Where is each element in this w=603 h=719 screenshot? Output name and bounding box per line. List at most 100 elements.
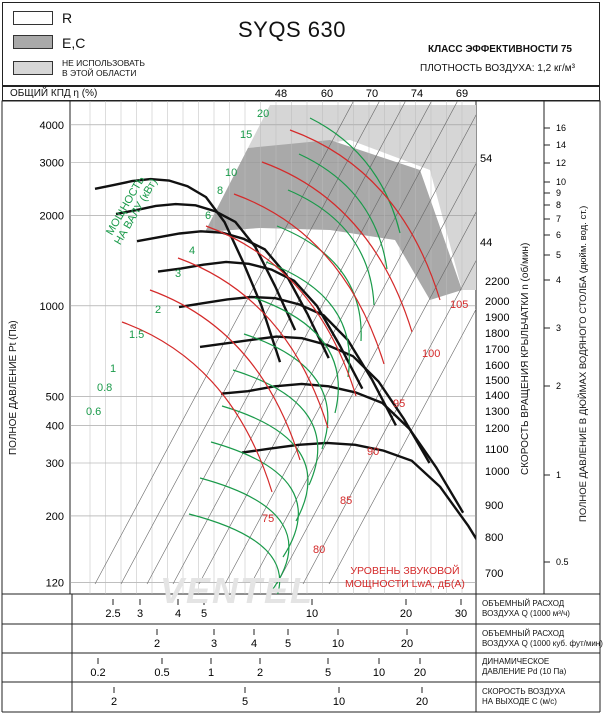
- fan-curve: [178, 295, 397, 426]
- scale-tick: 4: [175, 608, 181, 620]
- efficiency-tick: 69: [456, 88, 468, 100]
- power-label: 0.6: [86, 406, 101, 418]
- scale-tick: 20: [401, 638, 413, 650]
- inch-tick: 10: [556, 177, 566, 187]
- system-line: [198, 101, 458, 585]
- y-tick-label: 2000: [40, 210, 64, 222]
- scale-tick: 2.5: [105, 608, 120, 620]
- watermark-logo: VENTEL: [160, 570, 315, 611]
- inch-tick: 0.5: [556, 557, 569, 567]
- efficiency-axis-label: ОБЩИЙ КПД η (%): [10, 88, 98, 99]
- power-label: 0.8: [97, 382, 112, 394]
- system-line: [276, 211, 476, 585]
- sound-axis-label: УРОВЕНЬ ЗВУКОВОЙ МОЩНОСТИ LwA, дБ(A): [345, 565, 465, 590]
- legend-label-ec: E,C: [62, 35, 86, 51]
- legend-swatch-do-not-use: [13, 61, 53, 75]
- y-tick-label: 200: [46, 511, 64, 523]
- speed-tick: 1400: [485, 390, 509, 402]
- inch-axis-label: ПОЛНОЕ ДАВЛЕНИЕ В ДЮЙМАХ ВОДЯНОГО СТОЛБА…: [578, 205, 589, 522]
- sound-curve: [149, 289, 301, 461]
- power-label: 8: [217, 185, 223, 197]
- speed-tick: 1500: [485, 375, 509, 387]
- scale-tick: 10: [332, 638, 344, 650]
- scale-tick: 5: [201, 608, 207, 620]
- sound-curve: [121, 321, 273, 493]
- sound-label: 85: [340, 495, 352, 507]
- legend-swatch-r: [13, 11, 53, 25]
- speed-tick: 1300: [485, 406, 509, 418]
- fan-curve: [94, 177, 282, 363]
- efficiency-side-tick: 54: [480, 153, 492, 165]
- system-line: [302, 260, 476, 585]
- scale-tick: 1: [208, 667, 214, 679]
- sound-label: 95: [393, 398, 405, 410]
- inch-tick: 8: [556, 200, 561, 210]
- scale-label-flow-m3h: ОБЪЕМНЫЙ РАСХОД ВОЗДУХА Q (1000 м³/ч): [482, 599, 570, 618]
- speed-tick: 900: [485, 500, 503, 512]
- power-curve: [298, 153, 388, 270]
- inch-tick: 16: [556, 123, 566, 133]
- power-curve: [276, 225, 362, 342]
- legend-label-do-not-use: НЕ ИСПОЛЬЗОВАТЬ В ЭТОЙ ОБЛАСТИ: [62, 58, 145, 78]
- sound-curve: [261, 161, 413, 333]
- speed-axis-label: СКОРОСТЬ ВРАЩЕНИЯ КРЫЛЬЧАТКИ n (об/мин): [520, 242, 531, 475]
- scale-tick: 10: [306, 608, 318, 620]
- speed-tick: 700: [485, 568, 503, 580]
- inch-tick: 6: [556, 230, 561, 240]
- page-title: SYQS 630: [238, 17, 346, 42]
- speed-tick: 2200: [485, 276, 509, 288]
- power-label: 1: [110, 363, 116, 375]
- power-curve: [232, 369, 319, 486]
- sound-label: 105: [450, 299, 468, 311]
- system-line: [172, 101, 432, 585]
- power-curve: [210, 441, 299, 558]
- legend-swatch-ec: [13, 35, 53, 49]
- scale-tick: 5: [242, 696, 248, 708]
- y-tick-label: 500: [46, 391, 64, 403]
- fan-curve: [115, 202, 297, 331]
- system-line: [328, 308, 476, 585]
- y-axis-label: ПОЛНОЕ ДАВЛЕНИЕ Pt (Па): [8, 320, 19, 455]
- y-tick-label: 120: [46, 578, 64, 590]
- efficiency-tick: 74: [411, 88, 423, 100]
- power-label: 6: [205, 210, 211, 222]
- power-curve: [243, 333, 329, 450]
- scale-label-outlet-velocity: СКОРОСТЬ ВОЗДУХА НА ВЫХОДЕ С (м/с): [482, 687, 566, 706]
- scale-tick: 5: [285, 638, 291, 650]
- y-tick-label: 4000: [40, 120, 64, 132]
- efficiency-class: КЛАСС ЭФФЕКТИВНОСТИ 75: [428, 44, 572, 55]
- power-label: 3: [175, 268, 181, 280]
- sound-curve: [177, 257, 329, 429]
- speed-tick: 1000: [485, 466, 509, 478]
- system-line: [120, 101, 380, 585]
- sound-curve: [205, 225, 357, 397]
- system-line: [146, 101, 406, 585]
- inch-tick: 12: [556, 158, 566, 168]
- y-tick-label: 1000: [40, 301, 64, 313]
- power-label: 10: [225, 167, 237, 179]
- scale-tick: 2: [111, 696, 117, 708]
- fan-curve: [157, 260, 364, 390]
- scale-tick: 3: [137, 608, 143, 620]
- power-label: 2: [155, 304, 161, 316]
- speed-tick: 800: [485, 532, 503, 544]
- sound-curve: [233, 193, 385, 365]
- efficiency-side-tick: 44: [480, 237, 492, 249]
- inch-tick: 4: [556, 275, 561, 285]
- speed-tick: 1100: [485, 444, 509, 456]
- efficiency-tick: 48: [275, 88, 287, 100]
- scale-tick: 20: [416, 696, 428, 708]
- efficiency-tick: 60: [321, 88, 333, 100]
- inch-tick: 1: [556, 470, 561, 480]
- region-ec: [205, 140, 462, 300]
- sound-label: 100: [422, 348, 440, 360]
- power-curve: [199, 477, 290, 594]
- sound-label: 90: [367, 446, 379, 458]
- scale-tick: 10: [373, 667, 385, 679]
- inch-tick: 5: [556, 250, 561, 260]
- inch-tick: 2: [556, 381, 561, 391]
- power-curve: [309, 117, 401, 234]
- scale-tick: 4: [251, 638, 257, 650]
